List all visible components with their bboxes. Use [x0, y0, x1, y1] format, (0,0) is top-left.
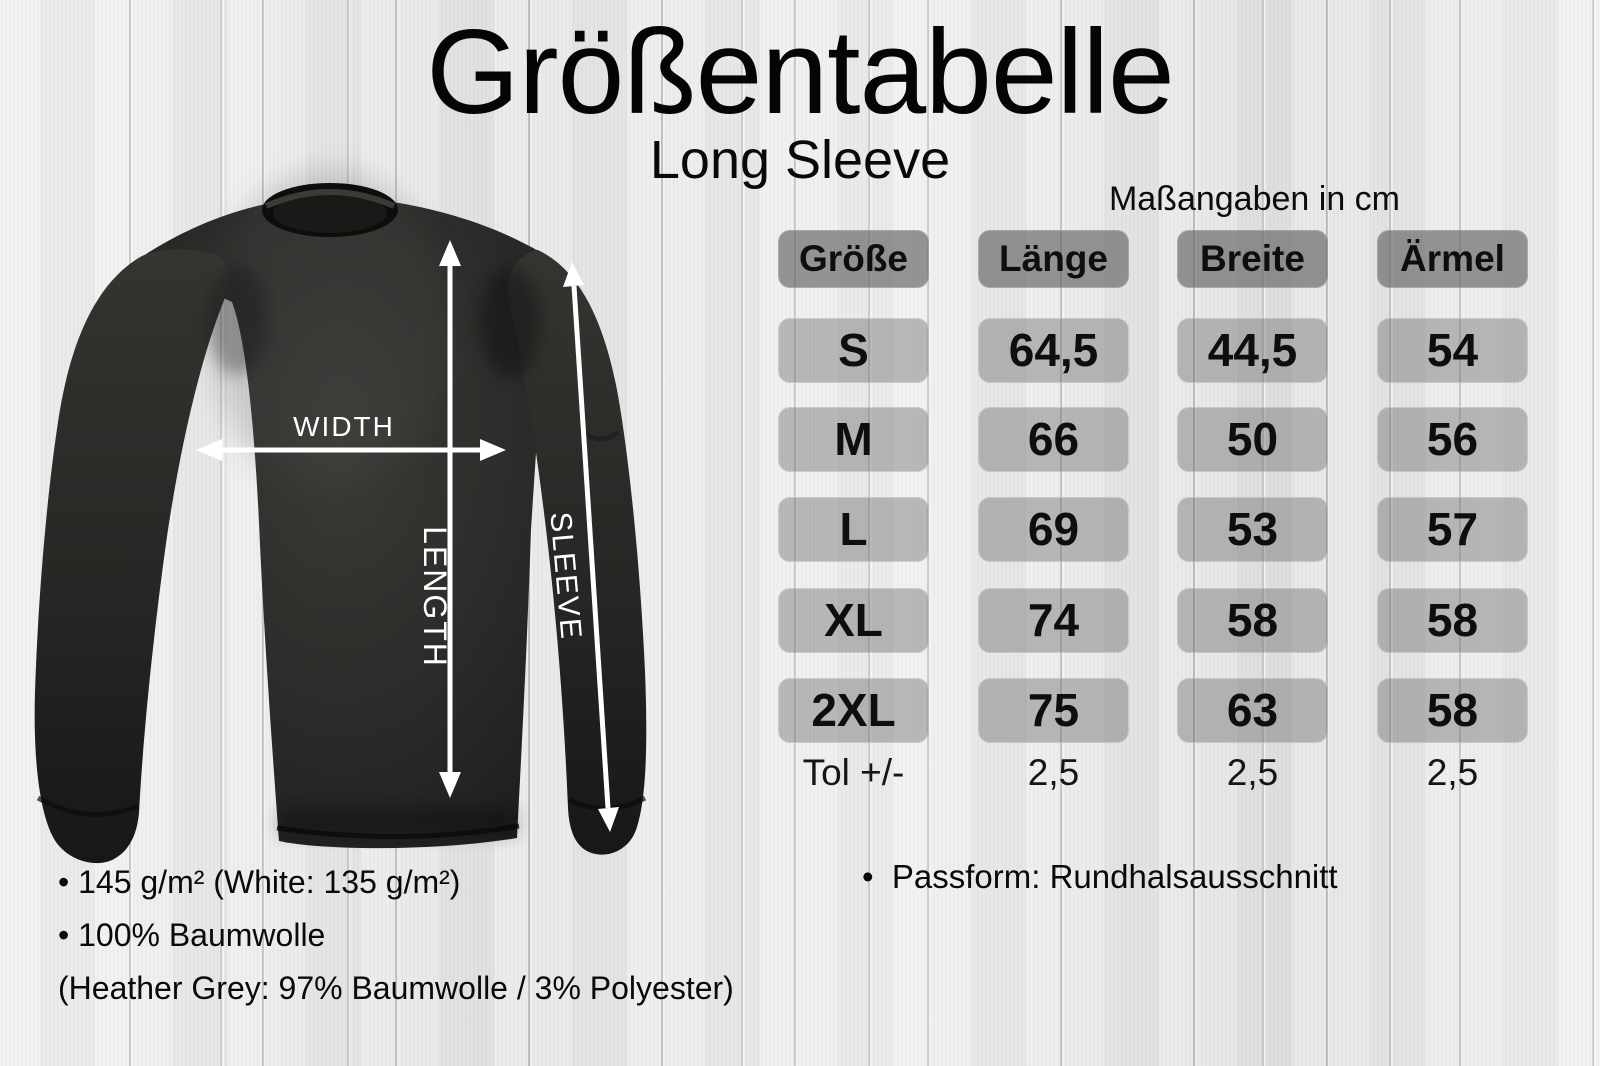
- value-cell: 69: [978, 497, 1129, 562]
- material-notes: • 145 g/m² (White: 135 g/m²) • 100% Baum…: [58, 856, 734, 1015]
- value-cell: 66: [978, 407, 1129, 472]
- header-cell-breite: Breite: [1177, 230, 1328, 288]
- value-cell: 75: [978, 678, 1129, 743]
- value-cell: 63: [1177, 678, 1328, 743]
- chest-highlight: [210, 170, 450, 490]
- value-cell: 58: [1377, 678, 1528, 743]
- value-cell: 54: [1377, 318, 1528, 383]
- value-cell: 53: [1177, 497, 1328, 562]
- tolerance-value: 2,5: [1226, 752, 1279, 793]
- cuff-seam-left: [36, 795, 139, 817]
- value-cell: 44,5: [1177, 318, 1328, 383]
- page-subtitle: Long Sleeve: [649, 130, 951, 190]
- sleeve-arrow: [563, 262, 619, 832]
- tolerance-label: Tol +/-: [802, 752, 905, 793]
- size-cell: 2XL: [778, 678, 929, 743]
- value-cell: 58: [1377, 588, 1528, 653]
- shirt-diagram: WIDTH LENGTH SLEEVE: [34, 170, 647, 864]
- size-cell: M: [778, 407, 929, 472]
- tolerance-value: 2,5: [1027, 752, 1080, 793]
- page-title: Größentabelle: [426, 5, 1174, 139]
- value-cell: 58: [1177, 588, 1328, 653]
- header-cell-groesse: Größe: [778, 230, 929, 288]
- note-heather-grey: (Heather Grey: 97% Baumwolle / 3% Polyes…: [58, 970, 734, 1006]
- collar-rim: [264, 189, 396, 209]
- length-label: LENGTH: [417, 526, 453, 668]
- units-note: Maßangaben in cm: [1108, 180, 1400, 218]
- neck-inner: [273, 193, 387, 233]
- shirt-sleeve-left: [34, 249, 229, 864]
- value-cell: 74: [978, 588, 1129, 653]
- header-cell-laenge: Länge: [978, 230, 1129, 288]
- size-cell: L: [778, 497, 929, 562]
- note-weight: • 145 g/m² (White: 135 g/m²): [58, 864, 461, 900]
- value-cell: 56: [1377, 407, 1528, 472]
- width-label: WIDTH: [293, 411, 395, 442]
- shadow-armpit-right: [480, 267, 540, 377]
- size-cell: XL: [778, 588, 929, 653]
- value-cell: 57: [1377, 497, 1528, 562]
- tolerance-value: 2,5: [1426, 752, 1479, 793]
- hem-seam: [276, 823, 520, 839]
- value-cell: 64,5: [978, 318, 1129, 383]
- fit-notes: • Passform: Rundhalsausschnitt: [862, 858, 1338, 896]
- note-passform: • Passform: Rundhalsausschnitt: [862, 858, 1338, 895]
- note-material: • 100% Baumwolle: [58, 917, 326, 953]
- length-arrow: [439, 240, 461, 798]
- width-arrow: [196, 439, 506, 461]
- size-cell: S: [778, 318, 929, 383]
- header-cell-aermel: Ärmel: [1377, 230, 1528, 288]
- shirt-sleeve-right: [507, 249, 647, 855]
- value-cell: 50: [1177, 407, 1328, 472]
